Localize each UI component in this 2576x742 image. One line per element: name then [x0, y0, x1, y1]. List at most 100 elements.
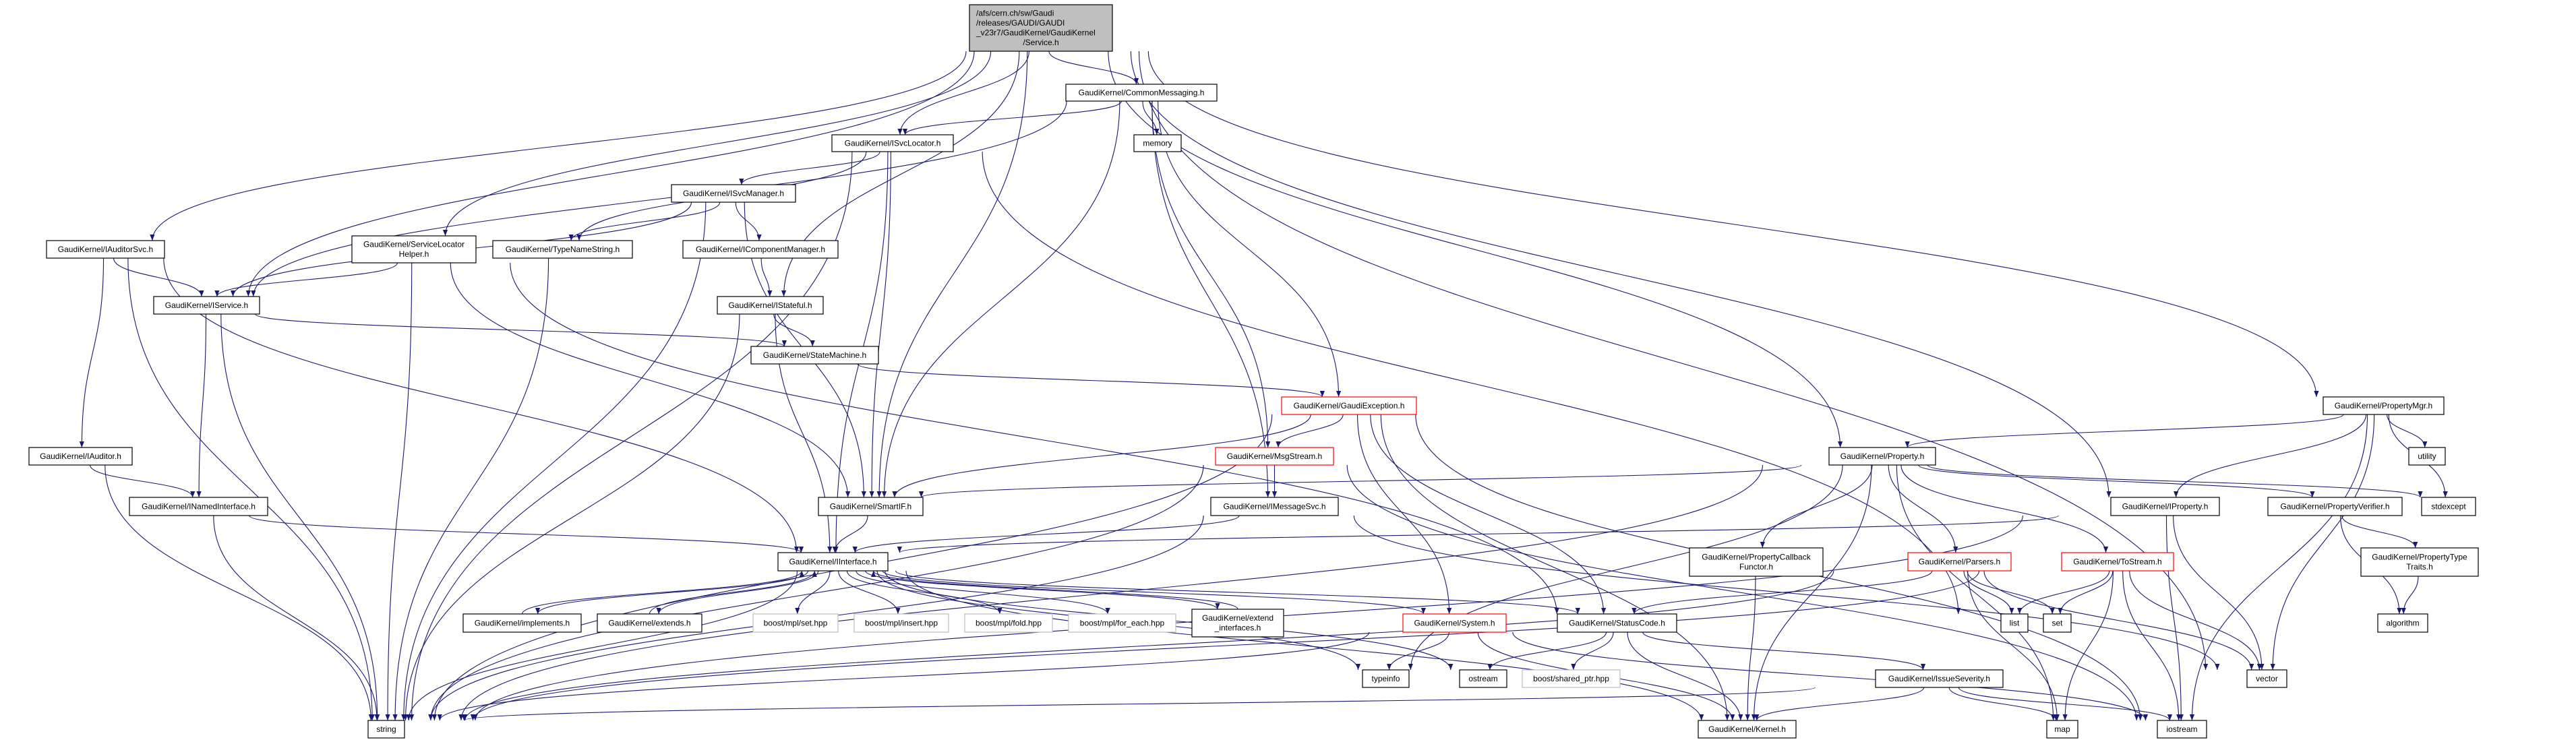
node-box	[717, 296, 824, 315]
edge-issueseverity-to-string	[462, 687, 1816, 721]
edge-service-to-istateful	[781, 51, 1020, 297]
node-map[interactable]: map	[2046, 720, 2078, 739]
node-label: ostream	[1468, 674, 1497, 683]
node-statuscode[interactable]: GaudiKernel/StatusCode.h	[1557, 613, 1677, 633]
edge-propertymgr-to-iproperty	[2174, 414, 2367, 498]
node-mplinsert[interactable]: boost/mpl/insert.hpp	[853, 613, 949, 633]
node-iinterface[interactable]: GaudiKernel/IInterface.h	[777, 552, 889, 571]
edge-service-to-isvclocator	[897, 51, 1029, 135]
node-tostream[interactable]: GaudiKernel/ToStream.h	[2061, 552, 2174, 571]
node-iauditor[interactable]: GaudiKernel/IAuditor.h	[28, 447, 133, 466]
node-isvcmanager[interactable]: GaudiKernel/ISvcManager.h	[671, 184, 796, 203]
edge-statuscode-to-issueseverity	[1642, 631, 1926, 671]
edge-parsers-to-list	[1963, 570, 2014, 615]
node-smartif[interactable]: GaudiKernel/SmartIF.h	[818, 497, 924, 516]
node-iservice[interactable]: GaudiKernel/IService.h	[153, 296, 260, 315]
edge-parsers-to-statuscode	[1631, 570, 1933, 615]
node-algorithm[interactable]: algorithm	[2377, 613, 2428, 633]
node-label: GaudiKernel/Parsers.h	[1919, 557, 2000, 566]
node-gaudiexception[interactable]: GaudiKernel/GaudiException.h	[1281, 396, 1417, 415]
node-box	[1459, 669, 1507, 688]
edge-gaudiexception-to-statuscode	[1370, 414, 1607, 615]
node-vector[interactable]: vector	[2246, 669, 2287, 688]
edge-property-to-tostream	[1900, 464, 2109, 553]
node-list[interactable]: list	[2000, 613, 2029, 633]
node-extendinterfaces[interactable]: GaudiKernel/extend_interfaces.h	[1191, 609, 1284, 638]
edge-iinterface-to-mplset	[795, 570, 831, 615]
edge-system-to-typeinfo	[1387, 631, 1449, 671]
node-label: GaudiKernel/PropertyType	[2372, 553, 2467, 562]
node-inamedinterface[interactable]: GaudiKernel/INamedInterface.h	[129, 497, 268, 516]
edge-isvcmanager-to-typenamestring	[568, 202, 721, 241]
node-label: GaudiKernel/IComponentManager.h	[696, 245, 825, 254]
node-box	[1281, 396, 1417, 415]
edge-statuscode-to-kernel	[1627, 631, 1743, 721]
edge-propertymgr-to-utility	[2387, 414, 2428, 448]
node-iauditorsvc[interactable]: GaudiKernel/IAuditorSvc.h	[46, 240, 165, 259]
edge-propertymgr-to-vector	[2270, 414, 2375, 671]
node-box	[777, 552, 889, 571]
edge-parsers-to-string	[462, 570, 1834, 721]
node-kernel[interactable]: GaudiKernel/Kernel.h	[1698, 720, 1797, 739]
node-ostream[interactable]: ostream	[1459, 669, 1507, 688]
node-box	[853, 613, 949, 633]
edge-propertymgr-to-iostream	[2189, 414, 2368, 721]
node-label: GaudiKernel/implements.h	[475, 618, 570, 627]
node-box	[964, 613, 1053, 633]
node-label: Helper.h	[399, 249, 429, 259]
edge-service-to-iproperty	[1130, 51, 2111, 498]
node-box	[1065, 84, 1218, 102]
node-box	[462, 613, 582, 633]
node-istateful[interactable]: GaudiKernel/IStateful.h	[717, 296, 824, 315]
node-string[interactable]: string	[367, 720, 405, 739]
edge-service-to-propertymgr	[1147, 51, 2319, 398]
node-icomponentmanager[interactable]: GaudiKernel/IComponentManager.h	[682, 240, 839, 259]
node-box	[2110, 497, 2220, 516]
node-parsers[interactable]: GaudiKernel/Parsers.h	[1907, 552, 2012, 571]
edge-smartif-to-iinterface	[832, 515, 868, 553]
node-stdexcept[interactable]: stdexcept	[2421, 497, 2476, 516]
node-commonmessaging[interactable]: GaudiKernel/CommonMessaging.h	[1065, 84, 1218, 102]
node-msgstream[interactable]: GaudiKernel/MsgStream.h	[1215, 447, 1334, 466]
node-iostream[interactable]: iostream	[2157, 720, 2207, 739]
node-property[interactable]: GaudiKernel/Property.h	[1828, 447, 1936, 466]
node-box	[2360, 547, 2479, 577]
node-service[interactable]: /afs/cern.ch/sw/Gaudi/releases/GAUDI/GAU…	[969, 4, 1113, 52]
node-label: boost/mpl/fold.hpp	[976, 618, 1042, 627]
node-mplset[interactable]: boost/mpl/set.hpp	[752, 613, 839, 633]
node-extends[interactable]: GaudiKernel/extends.h	[597, 613, 702, 633]
node-statemachine[interactable]: GaudiKernel/StateMachine.h	[750, 346, 879, 365]
node-isvclocator[interactable]: GaudiKernel/ISvcLocator.h	[831, 134, 954, 152]
node-mplforeach[interactable]: boost/mpl/for_each.hpp	[1068, 613, 1176, 633]
edge-isvclocator-to-list	[982, 151, 1961, 615]
node-label: string	[376, 724, 396, 734]
edge-service-to-servicelocatorhelper	[442, 51, 992, 237]
edge-iproperty-to-iinterface	[897, 515, 2059, 553]
node-propertyverifier[interactable]: GaudiKernel/PropertyVerifier.h	[2267, 497, 2403, 516]
node-implements[interactable]: GaudiKernel/implements.h	[462, 613, 582, 633]
node-set[interactable]: set	[2043, 613, 2072, 633]
node-label: GaudiKernel/ISvcManager.h	[683, 189, 784, 198]
node-label: GaudiKernel/MsgStream.h	[1227, 452, 1322, 461]
node-utility[interactable]: utility	[2408, 447, 2446, 466]
node-typeinfo[interactable]: typeinfo	[1362, 669, 1410, 688]
node-issueseverity[interactable]: GaudiKernel/IssueSeverity.h	[1875, 669, 2004, 688]
edge-iproperty-to-iostream	[2165, 515, 2184, 721]
node-typenamestring[interactable]: GaudiKernel/TypeNameString.h	[492, 240, 633, 259]
node-box	[1191, 609, 1284, 638]
node-box	[597, 613, 702, 633]
node-label: utility	[2418, 452, 2436, 461]
node-system[interactable]: GaudiKernel/System.h	[1402, 613, 1507, 633]
node-label: GaudiKernel/IProperty.h	[2122, 501, 2209, 511]
node-box	[1068, 613, 1176, 633]
node-propertymgr[interactable]: GaudiKernel/PropertyMgr.h	[2323, 396, 2445, 415]
node-mplfold[interactable]: boost/mpl/fold.hpp	[964, 613, 1053, 633]
edge-issueseverity-to-kernel	[1754, 687, 1925, 721]
node-iproperty[interactable]: GaudiKernel/IProperty.h	[2110, 497, 2220, 516]
node-sharedptr[interactable]: boost/shared_ptr.hpp	[1522, 669, 1621, 688]
node-imessagesvc[interactable]: GaudiKernel/IMessageSvc.h	[1210, 497, 1339, 516]
node-memory[interactable]: memory	[1133, 134, 1182, 152]
